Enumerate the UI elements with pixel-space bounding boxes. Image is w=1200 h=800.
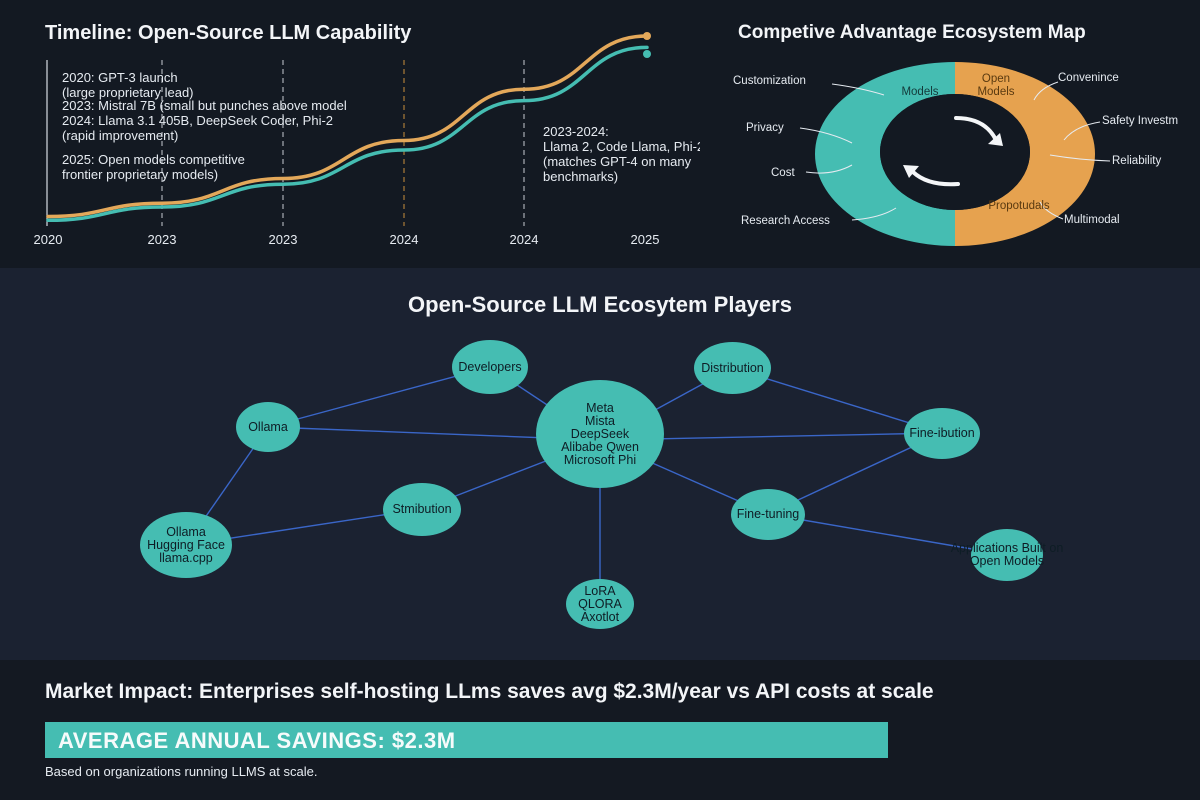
callout-research-arrow-icon bbox=[851, 207, 897, 221]
ring-label-propotudals: Propotudals bbox=[988, 200, 1050, 212]
timeline-tick: 2025 bbox=[630, 232, 660, 247]
eco-label-customization: Customization bbox=[733, 75, 806, 87]
timeline-tick: 2020 bbox=[33, 232, 63, 247]
timeline-tick: 2023 bbox=[147, 232, 177, 247]
ring-label-open-models: Open Models bbox=[977, 73, 1015, 98]
node-distribution: Distribution bbox=[694, 342, 771, 394]
timeline-tick: 2024 bbox=[509, 232, 539, 247]
eco-label-cost: Cost bbox=[771, 167, 795, 179]
timeline-panel bbox=[0, 0, 700, 268]
ring-orange-half bbox=[955, 62, 1095, 246]
timeline-note-2020: 2020: GPT-3 launch (large proprietary le… bbox=[62, 70, 194, 100]
impact-title: Market Impact: Enterprises self-hosting … bbox=[45, 680, 934, 703]
callout-reliability-arrow-icon bbox=[1049, 154, 1111, 162]
proprietary-capability-line bbox=[46, 34, 649, 219]
node-core-model-providers: Meta Mista DeepSeek Alibabe Qwen Microso… bbox=[536, 380, 664, 488]
callout-cost-arrow-icon bbox=[805, 164, 853, 174]
eco-label-convenince: Convenince bbox=[1058, 72, 1119, 84]
callout-convenince-arrow-icon bbox=[1033, 81, 1059, 101]
ecosystem-title: Competive Advantage Ecosystem Map bbox=[738, 22, 1086, 43]
network-edge bbox=[767, 513, 1008, 556]
impact-footnote: Based on organizations running LLMS at s… bbox=[45, 764, 318, 779]
network-edge bbox=[267, 366, 491, 428]
node-fine-ibution: Fine-ibution bbox=[904, 408, 980, 459]
node-ollama: Ollama bbox=[236, 402, 300, 452]
eco-label-multimodal: Multimodal bbox=[1064, 214, 1120, 226]
node-ollama-hugging-face: Ollama Hugging Face llama.cpp bbox=[140, 512, 232, 578]
eco-label-safety: Safety Investm bbox=[1102, 115, 1179, 127]
timeline-tick: 2024 bbox=[389, 232, 419, 247]
callout-safety-arrow-icon bbox=[1063, 121, 1101, 141]
node-lora: LoRA QLORA Axotlot bbox=[566, 579, 634, 629]
ring-label-models: Models bbox=[901, 86, 939, 98]
savings-banner-text: AVERAGE ANNUAL SAVINGS: $2.3M bbox=[58, 728, 456, 753]
ring-teal-half bbox=[815, 62, 955, 246]
callout-customization-arrow-icon bbox=[831, 83, 885, 96]
players-title: Open-Source LLM Ecosytem Players bbox=[408, 292, 792, 317]
ring-center bbox=[880, 94, 1030, 210]
timeline-note-2025: 2025: Open models competitive frontier p… bbox=[62, 152, 245, 182]
node-applications: Applications Built on Open Models bbox=[951, 529, 1063, 581]
timeline-note-benchmarks: 2023-2024: Llama 2, Code Llama, Phi-2 (m… bbox=[543, 124, 705, 184]
node-fine-tuning: Fine-tuning bbox=[731, 489, 805, 540]
timeline-title: Timeline: Open-Source LLM Capability bbox=[45, 22, 412, 44]
cycle-arrow-top-icon bbox=[954, 116, 998, 142]
cycle-arrowhead-top-icon bbox=[988, 133, 1003, 146]
eco-label-research-access: Research Access bbox=[741, 215, 830, 227]
open-capability-line bbox=[46, 45, 649, 223]
timeline-note-2023-2024: 2023: Mistral 7B (small but punches abov… bbox=[62, 98, 347, 143]
callout-privacy-arrow-icon bbox=[799, 127, 853, 144]
node-stmibution: Stmibution bbox=[383, 483, 461, 536]
callout-multimodal-arrow-icon bbox=[1039, 201, 1064, 220]
open-endpoint bbox=[643, 50, 651, 58]
eco-label-reliability: Reliability bbox=[1112, 155, 1162, 167]
ecosystem-ring bbox=[799, 62, 1111, 246]
proprietary-endpoint bbox=[643, 32, 651, 40]
eco-label-privacy: Privacy bbox=[746, 122, 784, 134]
timeline-tick: 2023 bbox=[268, 232, 298, 247]
savings-banner: AVERAGE ANNUAL SAVINGS: $2.3M bbox=[45, 722, 888, 758]
timeline-chart bbox=[46, 32, 651, 226]
cycle-arrow-bottom-icon bbox=[911, 170, 960, 187]
node-developers: Developers bbox=[452, 340, 528, 394]
cycle-arrowhead-bottom-icon bbox=[903, 165, 919, 178]
